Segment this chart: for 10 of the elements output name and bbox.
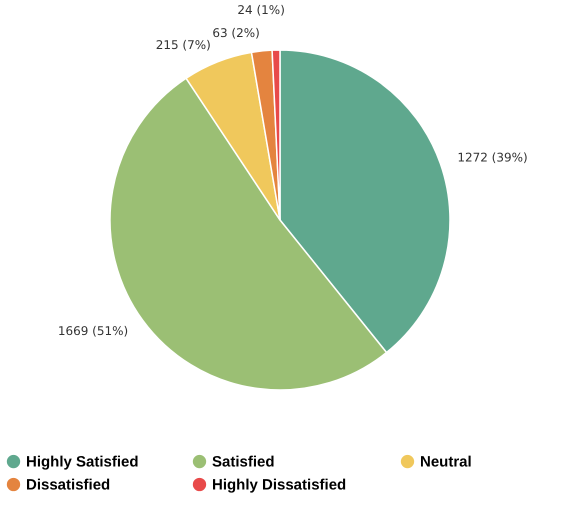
- data-label: 1669 (51%): [58, 324, 128, 338]
- legend-label: Neutral: [420, 454, 472, 471]
- legend-label: Highly Dissatisfied: [212, 476, 346, 494]
- data-label: 63 (2%): [212, 26, 260, 40]
- legend-label: Highly Satisfied: [26, 454, 139, 471]
- data-label: 215 (7%): [156, 38, 211, 52]
- data-label: 1272 (39%): [457, 150, 528, 165]
- data-label: 24 (1%): [237, 3, 285, 18]
- legend-label: Satisfied: [212, 454, 275, 471]
- legend-label: Dissatisfied: [26, 476, 110, 494]
